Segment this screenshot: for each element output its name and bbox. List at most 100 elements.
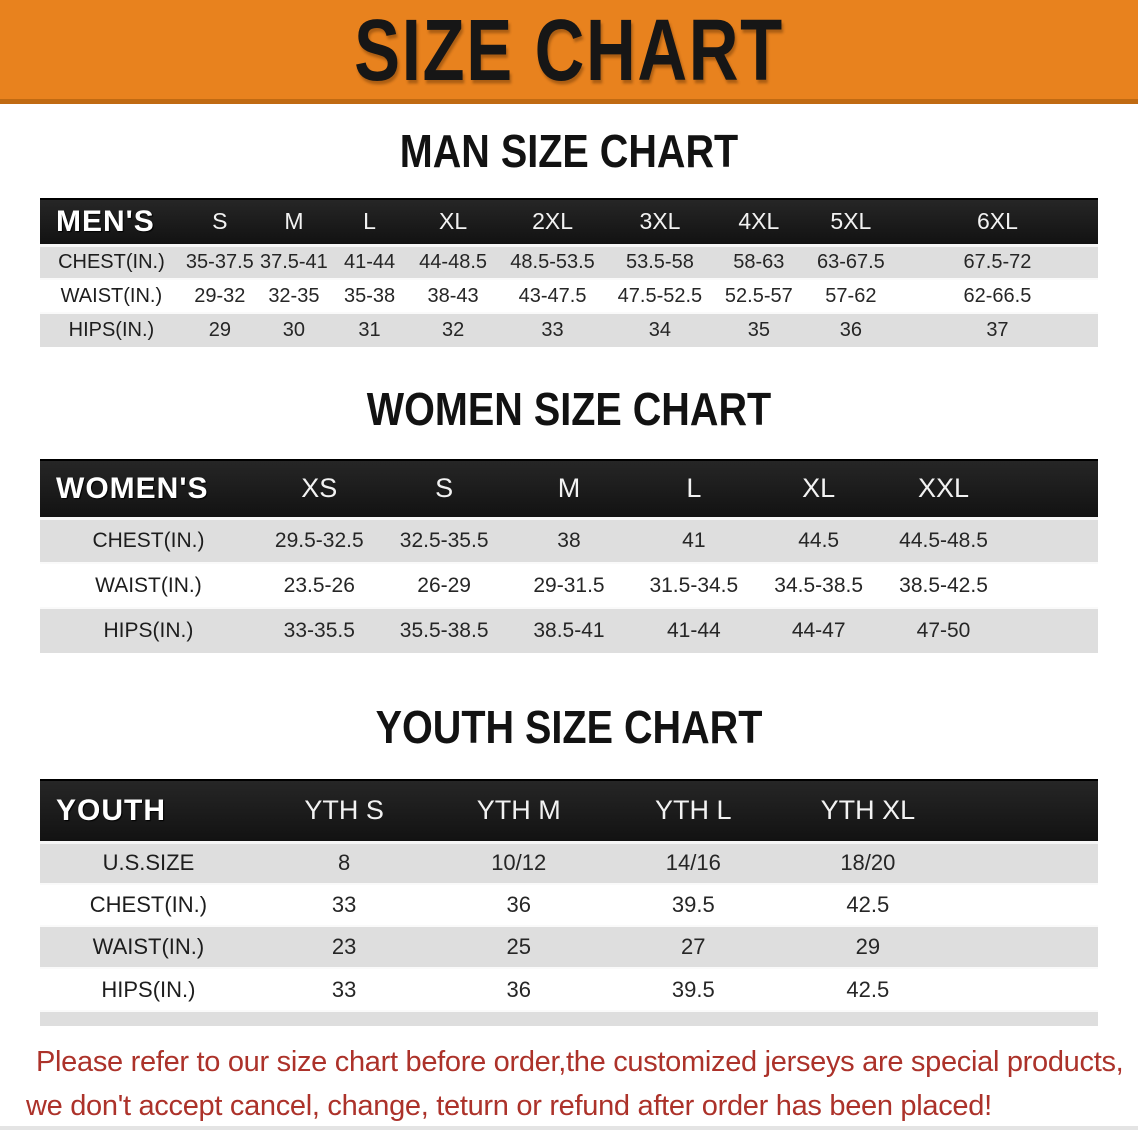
size-column-header: M [256,198,331,247]
size-value-cell: 38.5-41 [506,607,632,653]
size-value-cell: 38.5-42.5 [881,562,1006,608]
size-value-cell: 32 [408,312,499,347]
size-value-cell: 47.5-52.5 [607,278,713,313]
size-value-cell: 58-63 [712,245,805,279]
size-value-cell: 37 [896,312,1098,347]
size-value-cell: 29-32 [182,278,257,313]
men-size-section: MAN SIZE CHART MEN'S S M L XL 2XL 3XL 4XL 5XL 6XL C… [0,125,1138,347]
size-column-header: YTH XL [780,779,956,844]
size-value-cell: 42.5 [780,967,956,1010]
size-value-cell: 32-35 [256,278,331,313]
bottom-edge-line [0,1126,1138,1130]
row-label: HIPS(IN.) [40,967,257,1010]
youth-size-section: YOUTH SIZE CHART YOUTH YTH S YTH M YTH L YTH … [0,701,1138,1026]
size-column-header: M [506,459,632,520]
size-value-cell: 35-38 [330,278,409,313]
women-section-heading: WOMEN SIZE CHART [366,383,772,435]
table-row: WAIST(IN.) 23.5-26 26-29 29-31.5 31.5-34.5 34… [40,562,1098,608]
notice-line-2: we don't accept cancel, change, teturn o… [26,1090,992,1122]
size-column-header: S [381,459,507,520]
size-value-cell: 29 [780,925,956,968]
size-value-cell: 14/16 [606,842,781,884]
youth-corner-label: YOUTH [40,779,257,844]
women-corner-label: WOMEN'S [40,459,257,520]
size-value-cell: 39.5 [606,883,781,926]
order-notice: Please refer to our size chart before or… [0,1040,1138,1128]
size-column-header: 3XL [607,198,713,247]
youth-size-table: YOUTH YTH S YTH M YTH L YTH XL U.S.SIZE 8 10/12… [40,779,1098,1010]
size-value-cell: 38 [506,518,632,563]
row-label: CHEST(IN.) [40,245,183,279]
size-column-header: XL [408,198,499,247]
size-column-header: S [182,198,257,247]
table-row: WAIST(IN.) 29-32 32-35 35-38 38-43 43-47.5 47.… [40,278,1098,313]
table-row: CHEST(IN.) 33 36 39.5 42.5 [40,883,1098,926]
size-value-cell: 33 [256,967,432,1010]
size-value-cell: 25 [431,925,606,968]
row-label: CHEST(IN.) [40,883,257,926]
size-value-cell: 30 [256,312,331,347]
size-value-cell: 33 [498,312,608,347]
size-value-cell: 33-35.5 [256,607,382,653]
men-corner-label: MEN'S [40,198,183,247]
youth-section-heading: YOUTH SIZE CHART [375,701,763,753]
table-row: U.S.SIZE 8 10/12 14/16 18/20 [40,842,1098,884]
banner: SIZE CHART [0,0,1138,104]
spacer-cell [1005,518,1098,563]
size-value-cell: 41-44 [330,245,409,279]
size-value-cell: 44-48.5 [408,245,499,279]
size-value-cell: 38-43 [408,278,499,313]
size-value-cell: 63-67.5 [804,245,897,279]
size-value-cell: 34 [607,312,713,347]
size-value-cell: 42.5 [780,883,956,926]
size-value-cell: 36 [804,312,897,347]
size-column-header: YTH S [256,779,432,844]
header-row: YOUTH YTH S YTH M YTH L YTH XL [40,779,1098,844]
size-column-header: 6XL [896,198,1098,247]
size-value-cell: 31 [330,312,409,347]
size-value-cell: 10/12 [431,842,606,884]
table-row: CHEST(IN.) 35-37.5 37.5-41 41-44 44-48.5 48.5… [40,245,1098,279]
table-row: WAIST(IN.) 23 25 27 29 [40,925,1098,968]
row-label: HIPS(IN.) [40,607,257,653]
size-value-cell: 8 [256,842,432,884]
size-value-cell: 26-29 [381,562,507,608]
size-value-cell: 31.5-34.5 [631,562,757,608]
size-value-cell: 44.5 [756,518,882,563]
size-value-cell: 33 [256,883,432,926]
size-value-cell: 23 [256,925,432,968]
size-value-cell: 48.5-53.5 [498,245,608,279]
size-value-cell: 53.5-58 [607,245,713,279]
size-column-header: L [330,198,409,247]
size-value-cell: 18/20 [780,842,956,884]
size-value-cell: 37.5-41 [256,245,331,279]
size-column-header: 4XL [712,198,805,247]
table-row: HIPS(IN.) 33 36 39.5 42.5 [40,967,1098,1010]
size-column-header: L [631,459,757,520]
spacer-cell [955,883,1098,926]
row-label: WAIST(IN.) [40,562,257,608]
size-value-cell: 52.5-57 [712,278,805,313]
size-value-cell: 32.5-35.5 [381,518,507,563]
size-value-cell: 27 [606,925,781,968]
row-label: U.S.SIZE [40,842,257,884]
size-value-cell: 35-37.5 [182,245,257,279]
size-value-cell: 57-62 [804,278,897,313]
spacer-cell [1005,607,1098,653]
size-value-cell: 36 [431,883,606,926]
row-label: CHEST(IN.) [40,518,257,563]
size-column-header: XXL [881,459,1006,520]
notice-line-1: Please refer to our size chart before or… [36,1046,1124,1078]
table-row: CHEST(IN.) 29.5-32.5 32.5-35.5 38 41 44.5 44.5… [40,518,1098,563]
spacer-cell [1005,459,1098,520]
size-value-cell: 23.5-26 [256,562,382,608]
size-value-cell: 62-66.5 [896,278,1098,313]
size-value-cell: 44.5-48.5 [881,518,1006,563]
size-column-header: XL [756,459,882,520]
spacer-cell [955,779,1098,844]
size-value-cell: 35 [712,312,805,347]
men-section-heading: MAN SIZE CHART [399,125,739,177]
size-value-cell: 29-31.5 [506,562,632,608]
spacer-cell [955,925,1098,968]
spacer-cell [955,842,1098,884]
